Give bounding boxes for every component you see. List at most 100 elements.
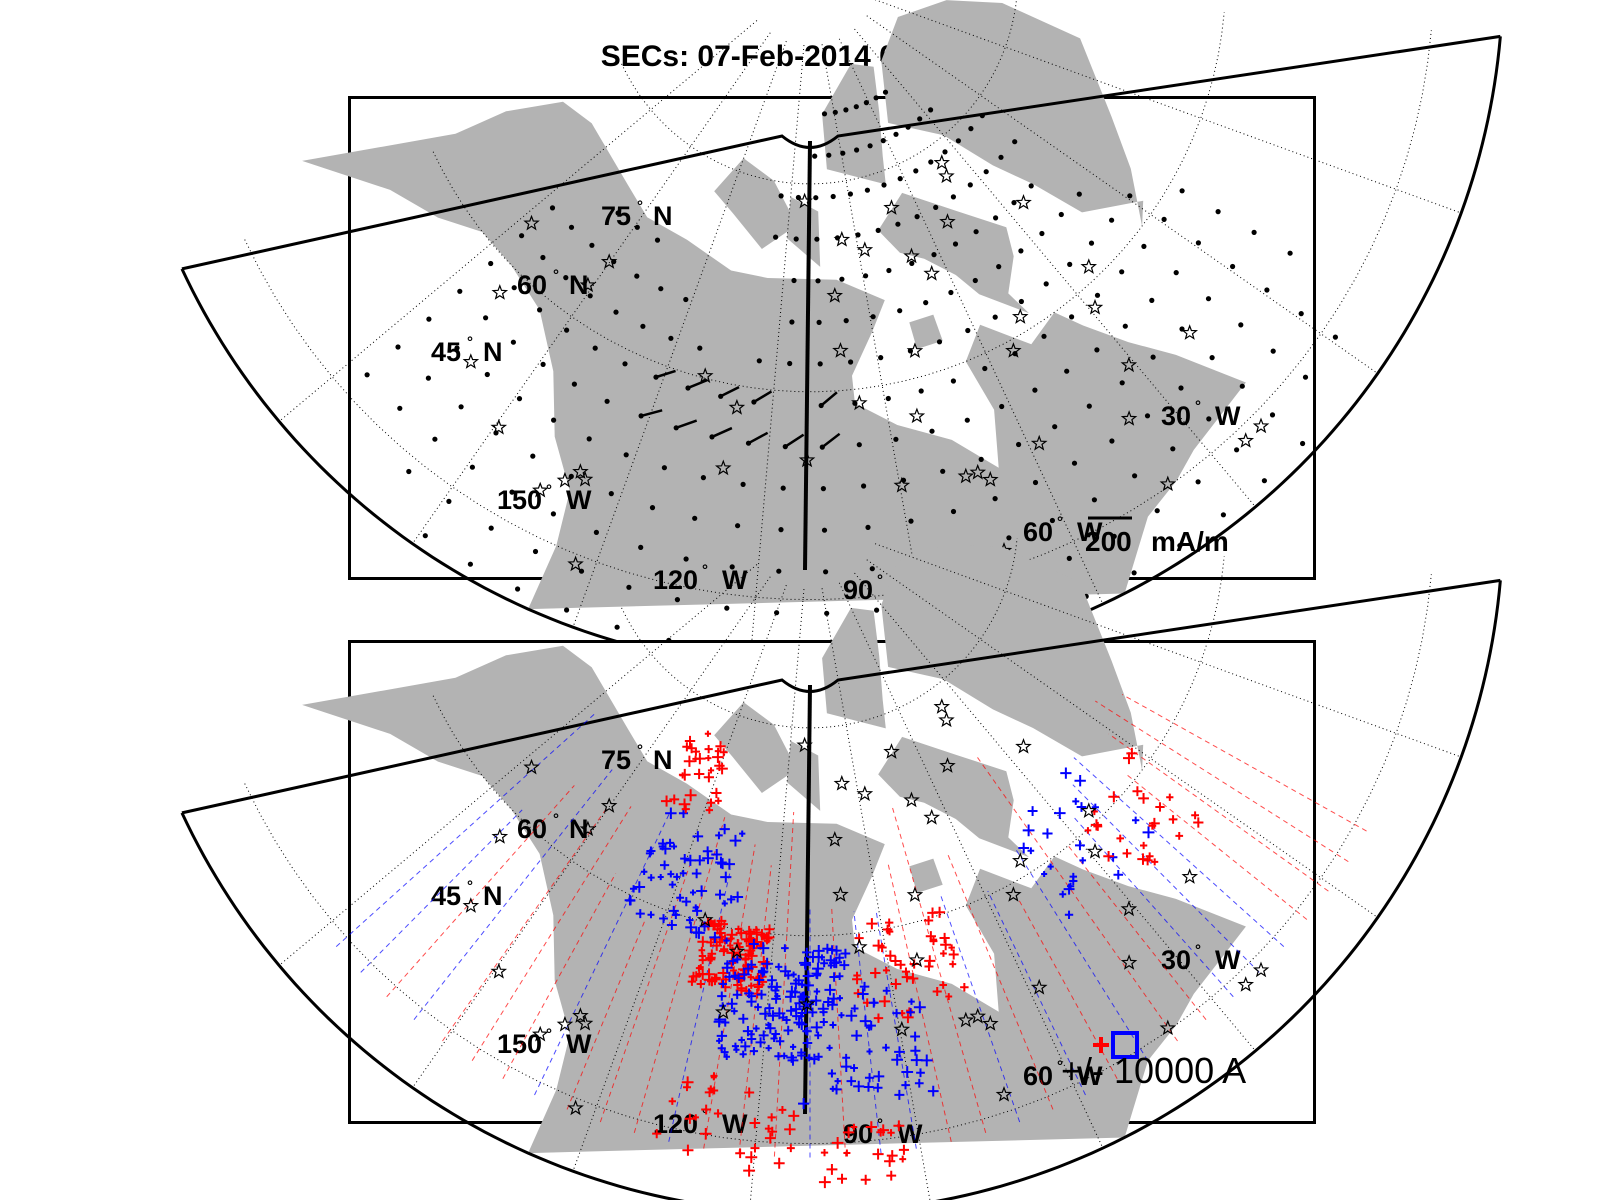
- magnetometer-station-star: [833, 774, 851, 791]
- magnetometer-station-star: [883, 743, 900, 759]
- sec-amplitude-marker: [1069, 872, 1078, 881]
- sec-grid-point: [1067, 261, 1073, 267]
- sec-grid-point: [982, 365, 988, 372]
- lat-label-60: 60: [517, 814, 547, 844]
- sec-amplitude-marker: [857, 988, 869, 1000]
- sec-amplitude-marker: [1084, 827, 1092, 834]
- sec-amplitude-marker: [873, 1070, 885, 1082]
- sec-grid-point: [551, 417, 557, 423]
- magnetometer-station-star: [572, 463, 589, 479]
- sec-grid-point: [674, 597, 680, 603]
- sec-amplitude-marker: [681, 805, 690, 814]
- sec-amplitude-marker: [1041, 870, 1048, 878]
- land-mass: [822, 63, 886, 185]
- sec-amplitude-marker: [866, 1048, 873, 1055]
- magnetometer-station-star: [576, 1014, 594, 1031]
- current-vector: [640, 409, 663, 418]
- sec-grid-point: [592, 345, 598, 351]
- sec-amplitude-marker: [798, 993, 806, 1001]
- sec-amplitude-marker: [1132, 786, 1143, 797]
- sec-amplitude-marker: [1168, 815, 1178, 824]
- magnetometer-station-star: [851, 938, 868, 955]
- magnetometer-station-star: [1181, 324, 1199, 340]
- sec-amplitude-marker: [779, 965, 792, 977]
- magnetometer-station-star: [531, 1025, 549, 1042]
- sec-amplitude-trace: [599, 865, 691, 1123]
- sec-amplitude-marker: [657, 874, 664, 881]
- sec-amplitude-marker: [732, 891, 744, 903]
- magnetometer-station-star: [1080, 802, 1098, 819]
- sec-amplitude-trace: [413, 769, 613, 1020]
- sec-grid-point: [364, 372, 370, 378]
- magnetometer-station-star: [933, 154, 951, 170]
- magnetometer-station-star: [883, 199, 900, 215]
- sec-grid-point: [861, 483, 867, 489]
- sec-grid-point: [1066, 555, 1072, 561]
- latitude-gridline: [621, 538, 1018, 729]
- sec-amplitude-trace: [566, 921, 645, 1110]
- sec-amplitude-marker: [764, 1003, 775, 1013]
- magnetometer-station-star: [523, 214, 540, 231]
- sec-amplitude-trace: [668, 869, 732, 1142]
- sec-grid-point: [897, 308, 903, 314]
- sec-amplitude-trace: [1121, 694, 1367, 832]
- sec-amplitude-marker: [716, 1030, 728, 1042]
- magnetometer-station-star: [579, 820, 597, 837]
- magnetometer-station-star: [1159, 1019, 1177, 1036]
- current-vector: [820, 391, 838, 407]
- sec-amplitude-marker: [714, 760, 725, 771]
- land-mass: [878, 192, 1029, 314]
- sec-grid-point: [909, 260, 915, 266]
- lon-suffix: W: [897, 1119, 923, 1149]
- sec-grid-point: [756, 358, 762, 364]
- sec-amplitude-marker: [1059, 890, 1067, 898]
- sec-amplitude-marker: [647, 911, 655, 919]
- sec-grid-point: [820, 486, 826, 492]
- current-vector: [784, 433, 805, 448]
- sec-amplitude-marker: [715, 831, 723, 840]
- sec-amplitude-marker: [735, 927, 747, 939]
- sec-amplitude-marker: [718, 946, 729, 956]
- lon-suffix: W: [1215, 401, 1241, 431]
- sec-amplitude-marker: [773, 1007, 786, 1020]
- sec-amplitude-marker: [819, 1017, 828, 1027]
- sec-grid-point: [1177, 543, 1183, 549]
- sec-grid-point: [895, 221, 901, 227]
- sec-amplitude-marker: [686, 916, 694, 924]
- sec-amplitude-marker: [730, 971, 740, 981]
- sec-amplitude-trace: [1018, 900, 1118, 1079]
- sec-amplitude-marker: [842, 1126, 855, 1139]
- sec-amplitude-marker: [939, 932, 950, 944]
- sec-grid-point: [972, 277, 978, 284]
- land-mass: [878, 736, 1029, 858]
- sec-amplitude-marker: [682, 742, 692, 752]
- sec-amplitude-marker: [1122, 848, 1132, 858]
- sec-amplitude-marker: [698, 956, 707, 965]
- sec-grid-point: [724, 605, 730, 611]
- sec-grid-point: [936, 339, 943, 345]
- sec-amplitude-marker: [1140, 841, 1148, 850]
- sec-grid-point: [1195, 479, 1201, 485]
- sec-amplitude-trace: [1095, 700, 1349, 863]
- sec-amplitude-trace: [386, 785, 575, 998]
- sec-grid-point: [950, 508, 957, 515]
- sec-grid-point: [867, 143, 873, 149]
- lon-label-30: 30: [1161, 945, 1191, 975]
- sec-amplitude-marker: [666, 919, 677, 930]
- sec-amplitude-marker: [840, 1061, 852, 1073]
- magnetometer-station-star: [957, 467, 975, 484]
- sec-amplitude-marker: [939, 981, 947, 989]
- sec-amplitude-marker: [747, 973, 755, 981]
- sec-amplitude-marker: [873, 1083, 883, 1093]
- sec-amplitude-marker: [671, 843, 678, 850]
- sec-vector-panel: 75°N60°N45°N150°W120°W90°W60°W30°W200mA/…: [180, 0, 1502, 671]
- sec-amplitude-marker: [1090, 819, 1103, 831]
- sec-amplitude-marker: [818, 1176, 831, 1189]
- sec-grid-point: [856, 442, 862, 448]
- sec-amplitude-marker: [865, 1121, 878, 1133]
- sec-amplitude-marker: [910, 1031, 921, 1042]
- sec-amplitude-marker: [720, 871, 732, 883]
- sec-amplitude-marker: [924, 961, 934, 971]
- sec-amplitude-marker: [886, 1170, 897, 1181]
